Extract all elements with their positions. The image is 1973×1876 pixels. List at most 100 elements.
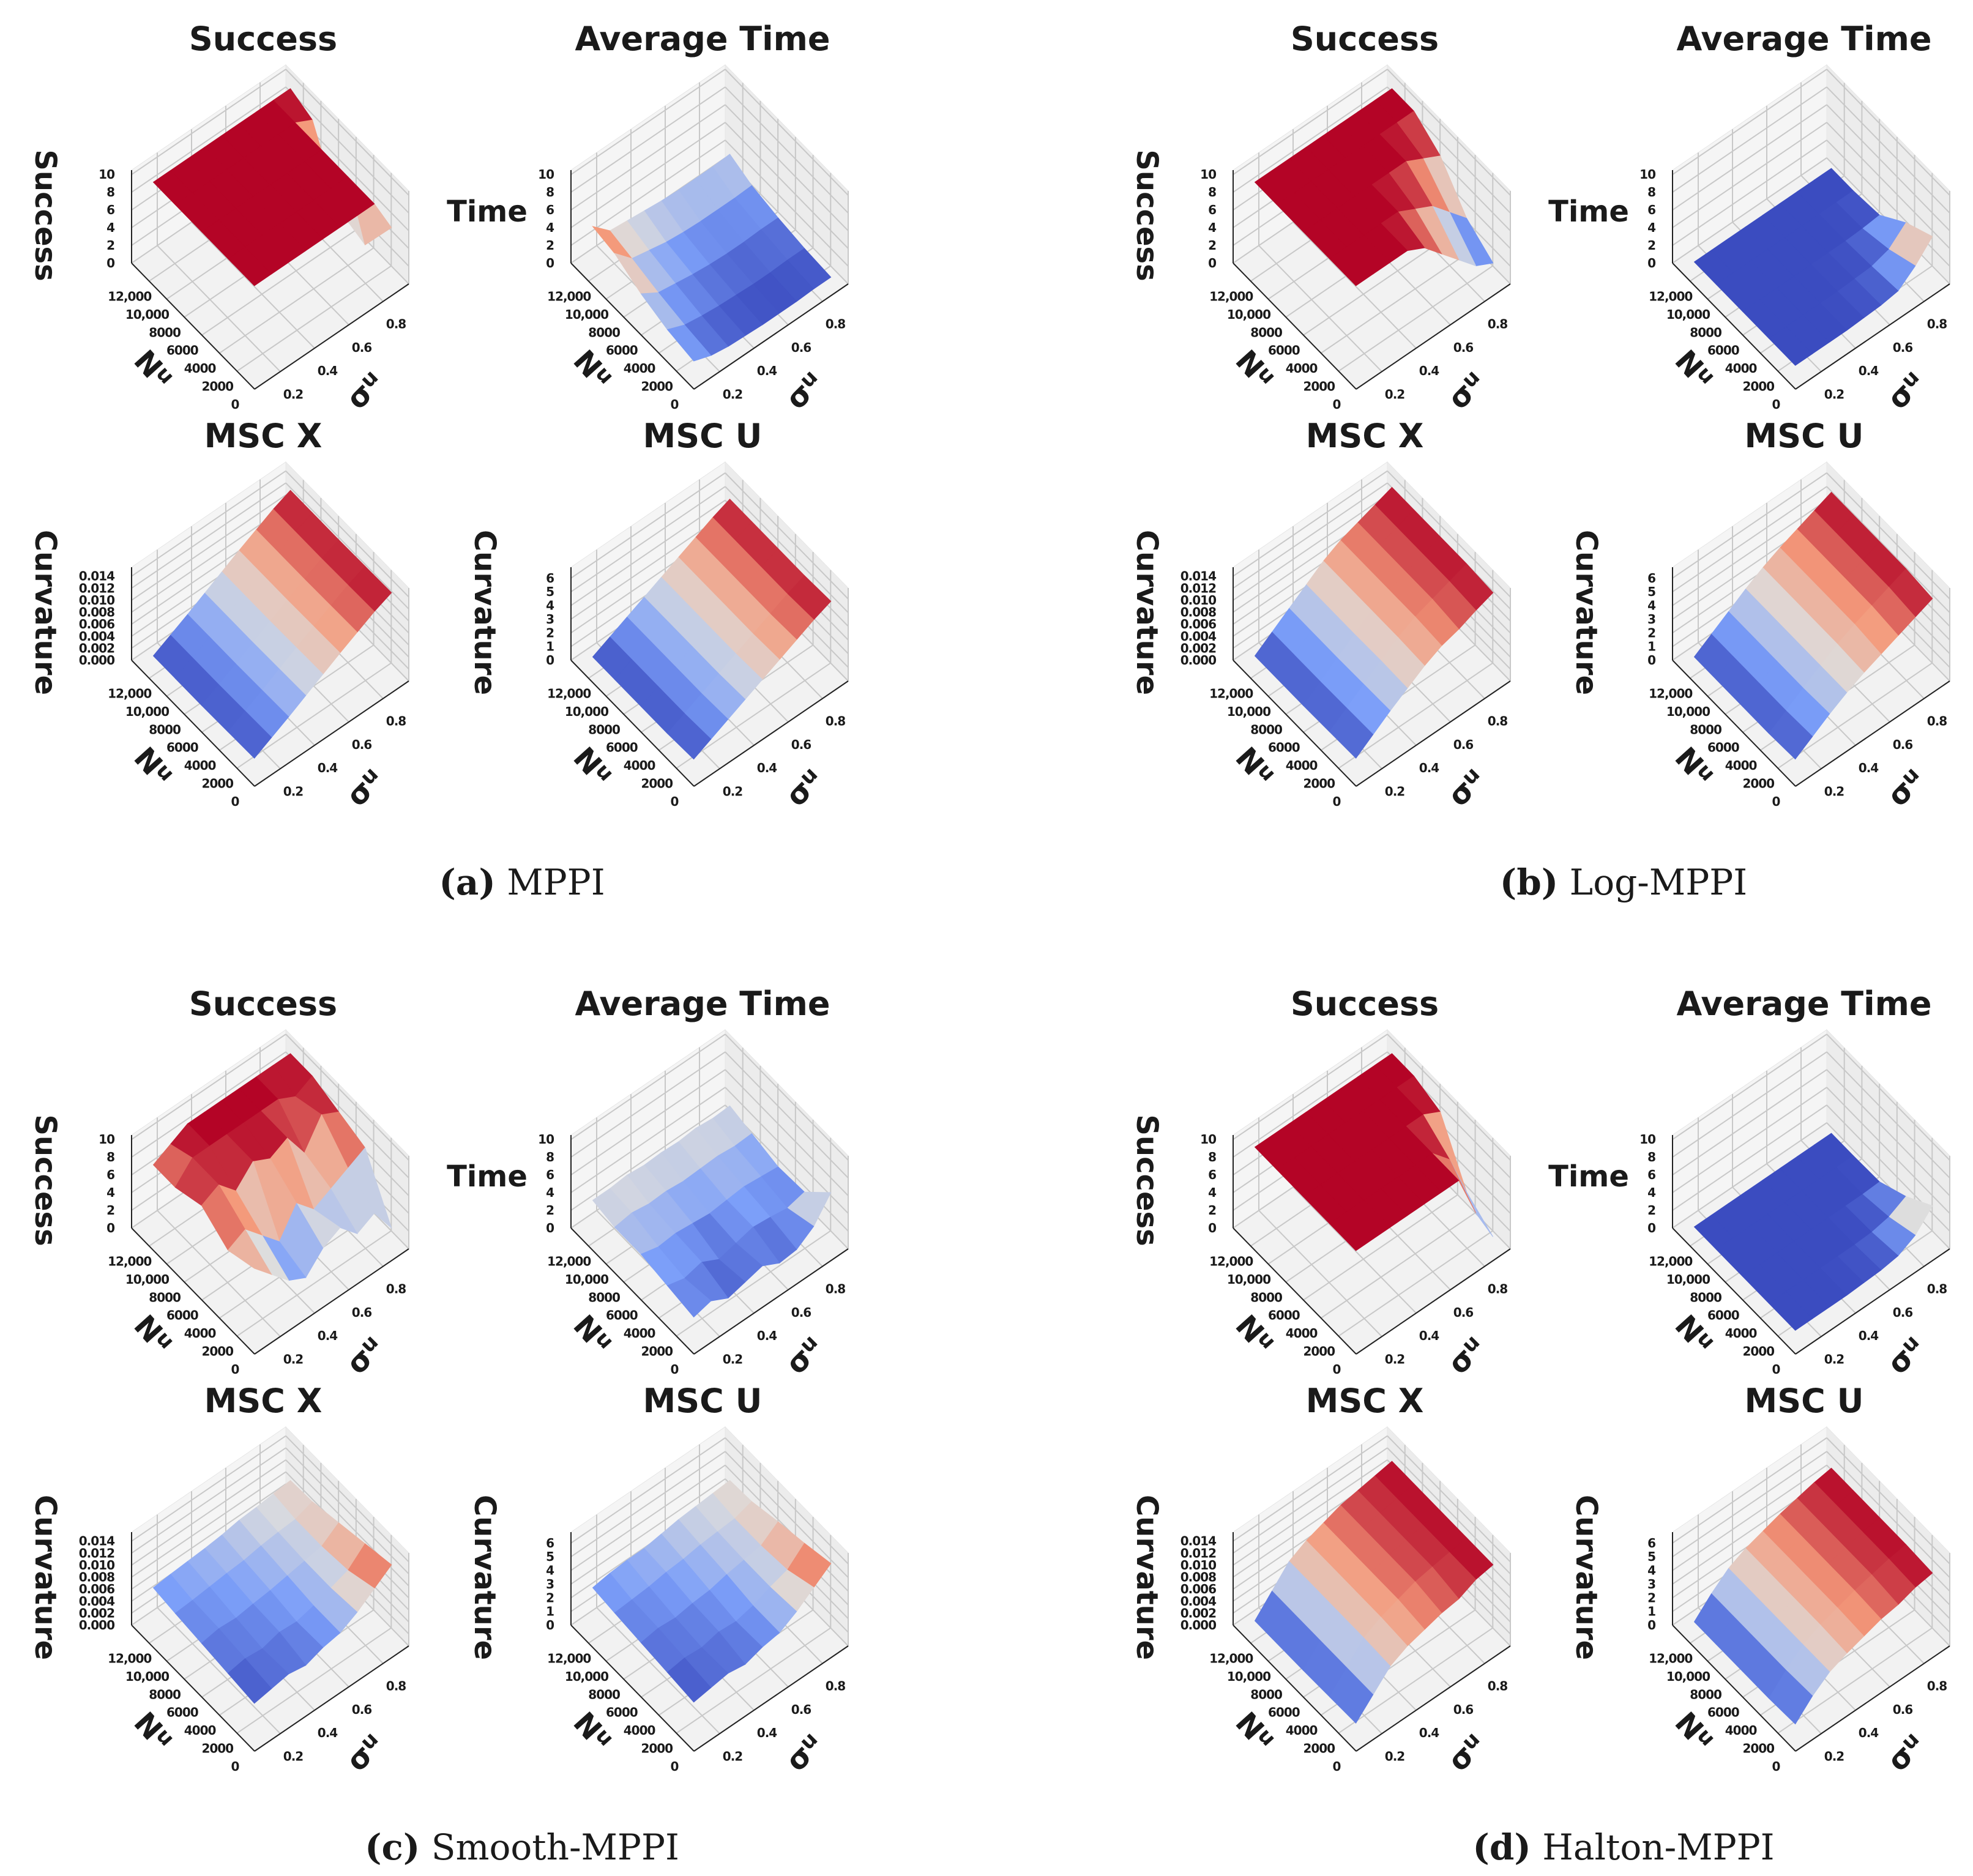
- sigma-tick-label: 0.8: [1488, 1282, 1508, 1297]
- z-tick-label: 6: [1647, 203, 1655, 217]
- sigma-axis-line: [254, 1645, 409, 1752]
- z-tick-label: 2: [1647, 238, 1655, 253]
- z-axis-label: Time: [1548, 1159, 1629, 1194]
- n-tick-label: 8000: [149, 1687, 181, 1702]
- gridline: [570, 1033, 726, 1141]
- n-tick-label: 0: [1772, 1362, 1780, 1377]
- n-axis-line: [131, 1625, 255, 1752]
- sigma-axis-label: σu: [778, 1727, 830, 1778]
- gridline: [1672, 1104, 1827, 1211]
- z-tick-label: 0.006: [1180, 617, 1216, 631]
- z-axis-label: Curvature: [468, 530, 502, 695]
- gridline: [1672, 1087, 1827, 1193]
- n-tick-label: 10,000: [1227, 704, 1270, 719]
- z-tick-label: 8: [546, 185, 554, 199]
- gridline: [725, 1033, 849, 1161]
- z-tick-label: 6: [1208, 203, 1216, 217]
- surface-patch: [1768, 1669, 1813, 1725]
- gridline: [1233, 86, 1388, 193]
- sigma-tick-label: 0.2: [1824, 1352, 1844, 1366]
- n-axis-line: [570, 660, 695, 787]
- n-axis-line: [570, 1625, 695, 1752]
- n-tick-label: 12,000: [108, 686, 151, 701]
- gridline: [1233, 494, 1388, 601]
- sigma-tick-label: 0.4: [1419, 1725, 1439, 1740]
- n-tick-label: 6000: [1707, 740, 1739, 755]
- subplot-success: 0 2 4 6 8 10 0 2000 4000 6000 8000 10,000 12,000 0.2 0…: [1130, 20, 1511, 416]
- n-tick-label: 2000: [201, 1741, 233, 1756]
- gridline: [157, 245, 281, 373]
- gridline: [131, 69, 286, 176]
- sigma-axis-label: σu: [778, 365, 830, 416]
- gridline: [1826, 486, 1950, 613]
- n-tick-label: 2000: [1303, 379, 1335, 394]
- sigma-axis-line: [1356, 1248, 1511, 1355]
- n-tick-label: 12,000: [1649, 686, 1692, 701]
- sigma-tick-label: 0.6: [1453, 340, 1474, 355]
- z-tick-label: 6: [546, 571, 554, 586]
- n-axis-line: [1233, 1625, 1357, 1752]
- n-tick-label: 12,000: [108, 289, 151, 303]
- plot-title: Success: [189, 985, 337, 1023]
- z-axis-label: Curvature: [1569, 530, 1603, 695]
- caption-letter: (b): [1500, 862, 1558, 903]
- n-tick-label: 4000: [624, 1326, 655, 1341]
- sigma-tick-label: 0.2: [1824, 1749, 1844, 1763]
- n-tick-label: 2000: [1303, 776, 1335, 791]
- gridline: [1672, 499, 1827, 606]
- n-tick-label: 10,000: [565, 704, 608, 719]
- n-tick-label: 4000: [624, 361, 655, 376]
- n-tick-label: 12,000: [1209, 289, 1253, 303]
- gridline: [1233, 1033, 1388, 1141]
- sigma-axis-label: σu: [778, 1330, 830, 1381]
- sigma-tick-label: 0.2: [283, 1749, 304, 1763]
- z-axis-label: Curvature: [28, 530, 62, 695]
- gridline: [1826, 472, 1950, 600]
- gridline: [1826, 1087, 1950, 1214]
- plot-title: MSC U: [643, 1382, 763, 1420]
- gridline: [1387, 69, 1511, 196]
- gridline: [157, 1607, 281, 1735]
- n-tick-label: 6000: [1707, 343, 1739, 358]
- n-tick-label: 10,000: [565, 1272, 608, 1287]
- gridline: [570, 1051, 726, 1158]
- sigma-tick-label: 0.2: [283, 1352, 304, 1366]
- sigma-tick-label: 0.8: [1488, 714, 1508, 729]
- n-tick-label: 6000: [1707, 1308, 1739, 1323]
- n-tick-label: 10,000: [1666, 1669, 1710, 1684]
- z-tick-label: 0.014: [1180, 569, 1216, 584]
- n-axis-line: [131, 262, 255, 390]
- z-tick-label: 8: [106, 1150, 114, 1164]
- z-tick-label: 0.014: [79, 569, 114, 584]
- z-tick-label: 0: [546, 653, 554, 668]
- gridline: [570, 69, 726, 176]
- z-tick-label: 2: [546, 1203, 554, 1218]
- z-tick-label: 0.002: [79, 1606, 114, 1620]
- z-tick-label: 2: [1647, 625, 1655, 640]
- z-tick-label: 2: [546, 625, 554, 640]
- z-tick-label: 0.004: [1180, 629, 1216, 644]
- sigma-tick-label: 0.6: [1893, 1702, 1913, 1717]
- z-tick-label: 0: [106, 256, 114, 270]
- z-tick-label: 0.012: [79, 1546, 114, 1560]
- z-axis-label: Success: [1130, 1114, 1164, 1246]
- gridline: [570, 86, 726, 193]
- z-axis-label: Success: [28, 1114, 62, 1246]
- surface-patch: [666, 713, 712, 760]
- z-tick-label: 0.000: [1180, 653, 1216, 668]
- sigma-tick-label: 0.8: [1488, 317, 1508, 332]
- plot-title: MSC U: [643, 417, 763, 455]
- z-tick-label: 0: [106, 1221, 114, 1235]
- n-tick-label: 4000: [624, 758, 655, 773]
- panel-caption: (d) Halton-MPPI: [1472, 1826, 1774, 1868]
- subplot-msc-u: 01234560200040006000800010,00012,0000.20…: [1569, 1382, 1950, 1778]
- gridline: [570, 513, 726, 620]
- sigma-tick-label: 0.4: [757, 1328, 777, 1343]
- n-tick-label: 4000: [184, 1326, 216, 1341]
- z-tick-label: 0.008: [1180, 1570, 1216, 1585]
- caption-name: Halton-MPPI: [1531, 1826, 1775, 1868]
- gridline: [1672, 157, 1827, 264]
- z-axis-label: Curvature: [28, 1495, 62, 1660]
- n-tick-label: 6000: [1268, 343, 1300, 358]
